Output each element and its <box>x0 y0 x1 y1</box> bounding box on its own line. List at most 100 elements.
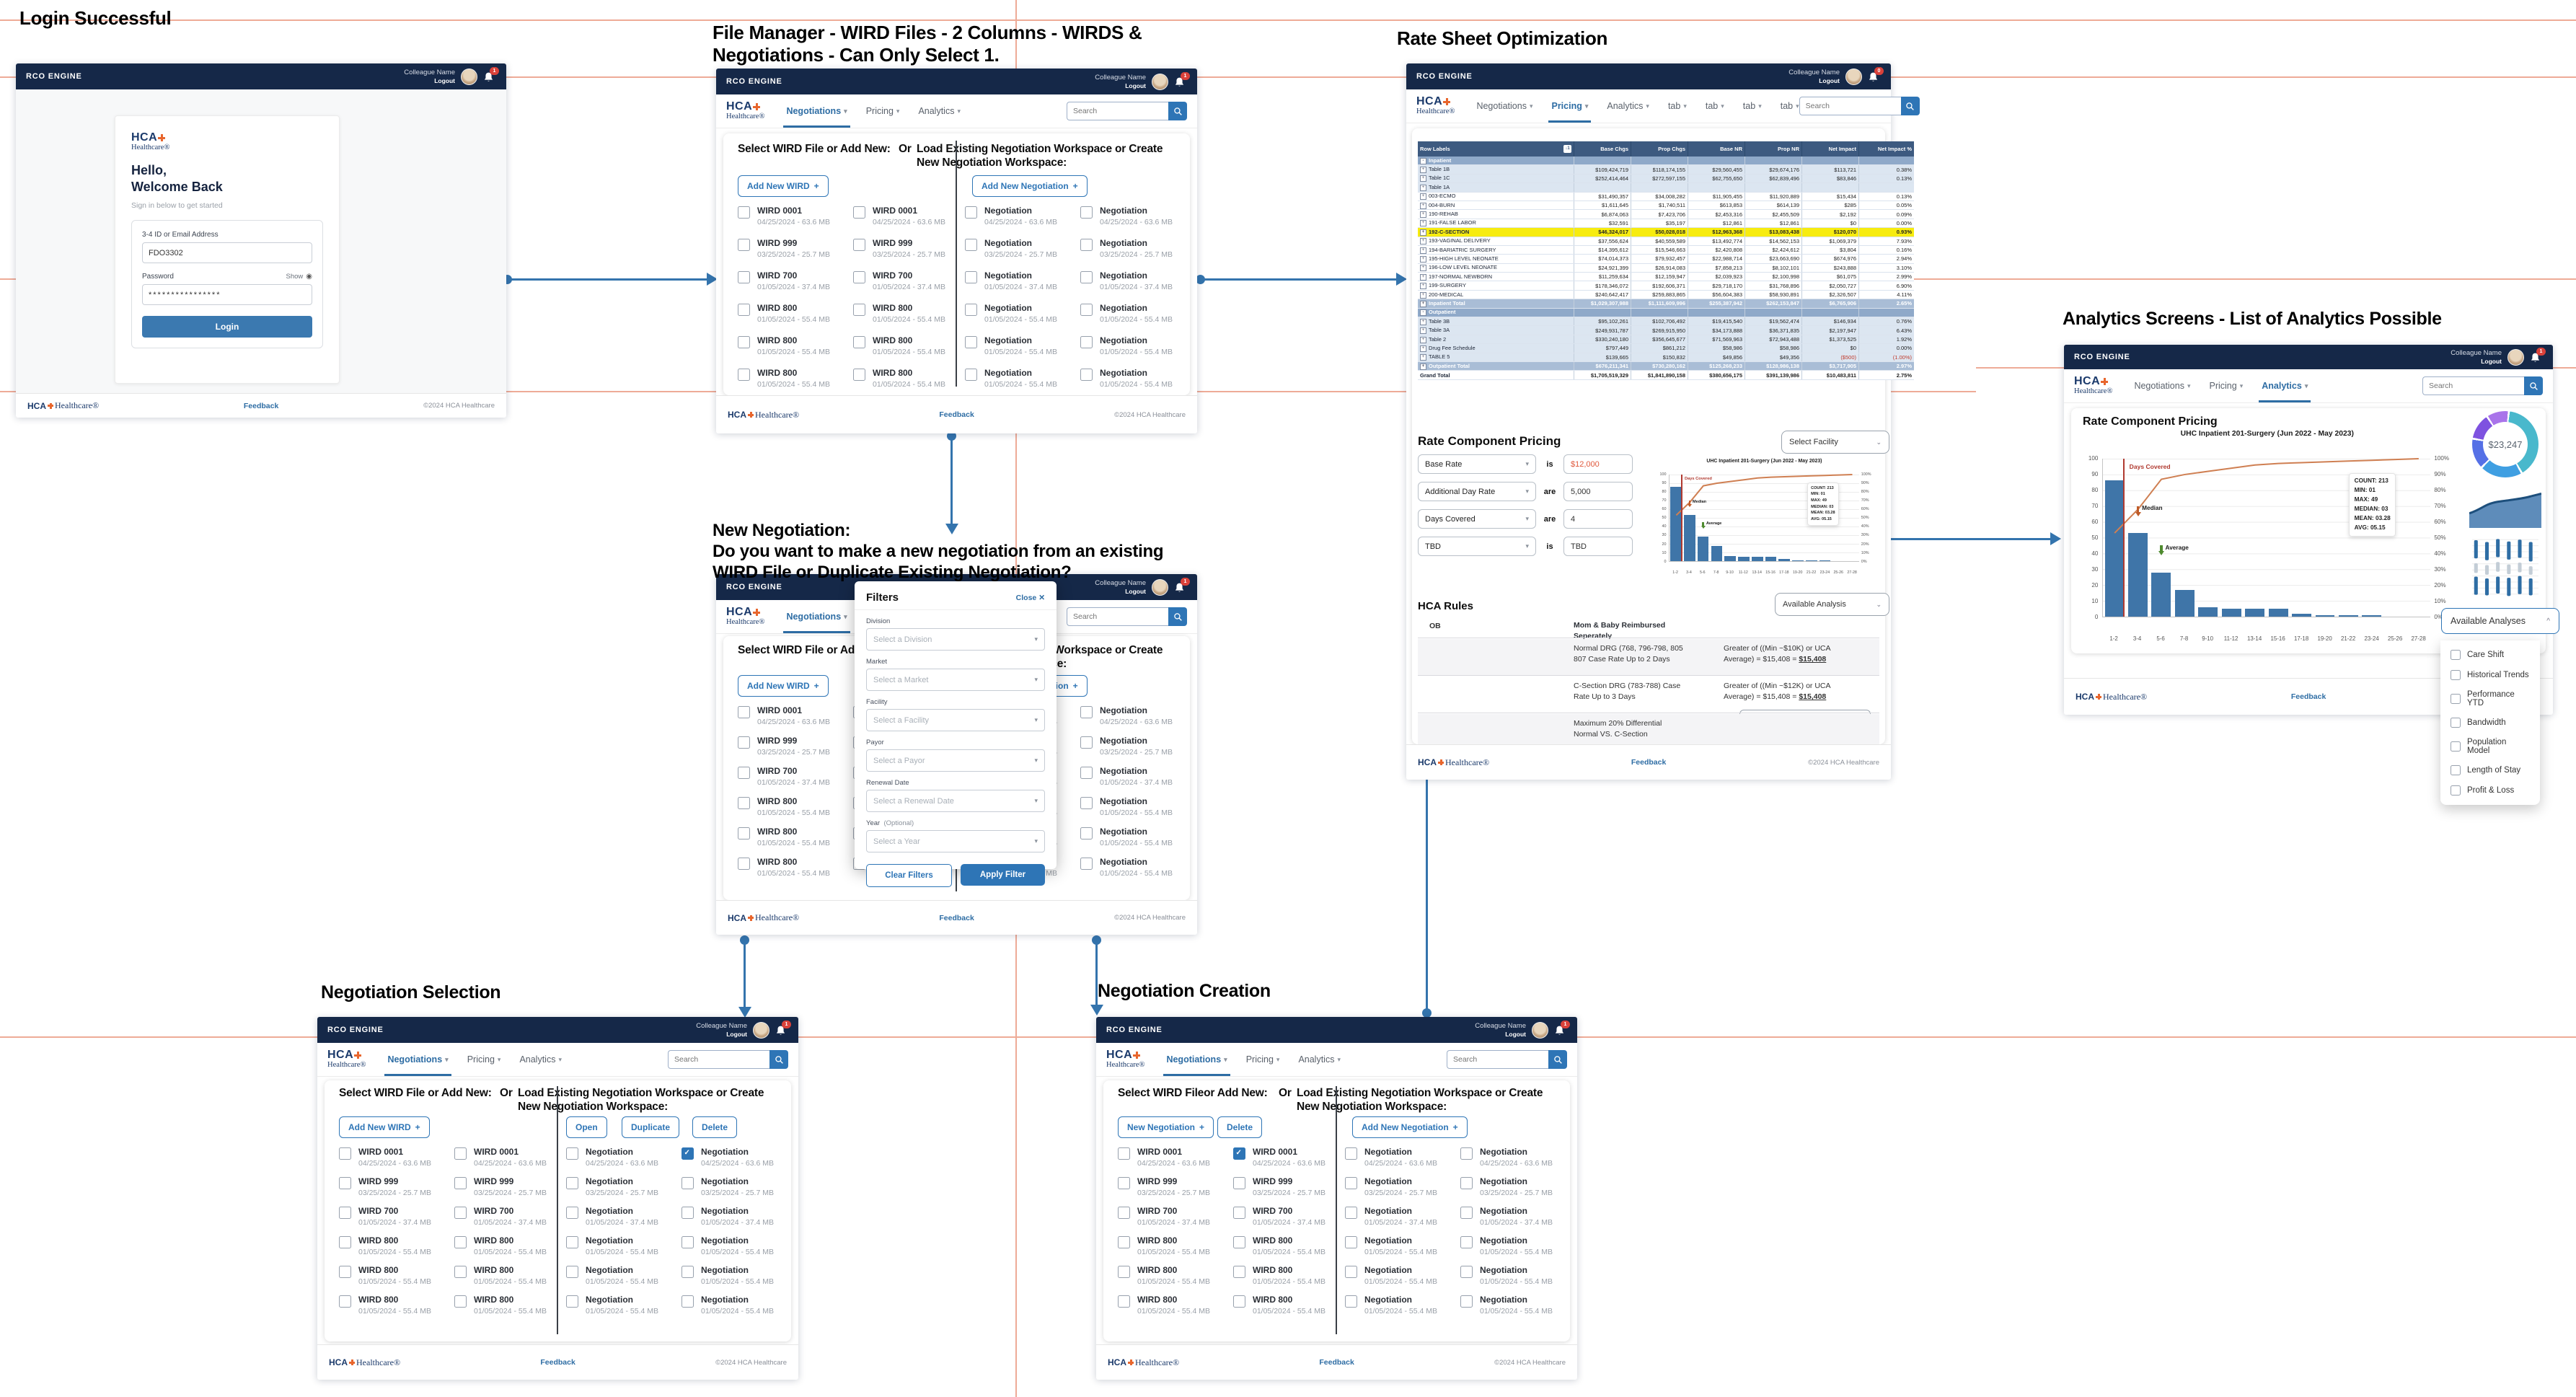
sort-icon[interactable]: ↓1 <box>1563 145 1571 153</box>
negotiation-item[interactable]: Negotiation 03/25/2024 - 25.7 MB <box>682 1176 791 1197</box>
item-checkbox[interactable] <box>454 1295 467 1308</box>
rate-value-input[interactable]: 5,000 <box>1563 482 1633 501</box>
negotiation-item[interactable]: Negotiation 01/05/2024 - 55.4 MB <box>965 303 1075 324</box>
table-row[interactable]: + Table 3B $95,102,261 $102,706,492 $19,415,… <box>1418 317 1914 327</box>
wird-file-item[interactable]: WIRD 800 01/05/2024 - 55.4 MB <box>1118 1295 1227 1316</box>
expand-icon[interactable]: + <box>1420 238 1426 245</box>
wird-file-item[interactable]: WIRD 0001 04/25/2024 - 63.6 MB <box>853 206 963 226</box>
item-checkbox[interactable] <box>738 369 750 381</box>
negotiation-item[interactable]: Negotiation 01/05/2024 - 37.4 MB <box>1080 766 1190 787</box>
expand-icon[interactable]: + <box>1420 318 1426 325</box>
search-button[interactable] <box>2524 376 2543 395</box>
item-checkbox[interactable] <box>682 1207 694 1219</box>
negotiation-item[interactable]: Negotiation 01/05/2024 - 55.4 MB <box>1080 335 1190 356</box>
negotiation-item[interactable]: Negotiation 01/05/2024 - 55.4 MB <box>566 1295 676 1316</box>
add-new-wird-button[interactable]: Add New WIRD + <box>738 175 829 197</box>
item-checkbox[interactable] <box>738 858 750 870</box>
item-checkbox[interactable] <box>566 1295 578 1308</box>
wird-file-item[interactable]: WIRD 800 01/05/2024 - 55.4 MB <box>853 368 963 389</box>
item-checkbox[interactable] <box>1345 1177 1357 1189</box>
avatar[interactable] <box>753 1021 769 1039</box>
wird-file-item[interactable]: WIRD 800 01/05/2024 - 55.4 MB <box>738 303 847 324</box>
item-checkbox[interactable] <box>1233 1266 1245 1278</box>
nav-tab-negotiations[interactable]: Negotiations ▾ <box>1163 1044 1230 1076</box>
item-checkbox[interactable] <box>1233 1177 1245 1189</box>
analysis-option[interactable]: Historical Trends <box>2440 665 2540 685</box>
item-checkbox[interactable] <box>1233 1295 1245 1308</box>
feedback-link[interactable]: Feedback <box>1631 758 1667 767</box>
item-checkbox[interactable] <box>965 336 977 348</box>
wird-file-item[interactable]: WIRD 700 01/05/2024 - 37.4 MB <box>738 766 847 787</box>
nav-tab-negotiations[interactable]: Negotiations ▾ <box>1476 101 1533 111</box>
item-checkbox[interactable] <box>1118 1295 1130 1308</box>
table-row[interactable]: +191-FALSE LABOR $32,591 $35,197 $12,861 $12… <box>1418 219 1914 229</box>
expand-icon[interactable]: - <box>1420 309 1426 317</box>
avatar[interactable] <box>1845 68 1862 85</box>
negotiation-item[interactable]: Negotiation 03/25/2024 - 25.7 MB <box>965 238 1075 259</box>
search-input[interactable] <box>1447 1050 1548 1069</box>
expand-icon[interactable]: + <box>1420 336 1426 343</box>
item-checkbox[interactable] <box>1460 1236 1473 1248</box>
analysis-checkbox[interactable] <box>2451 741 2461 752</box>
item-checkbox[interactable] <box>1080 336 1093 348</box>
negotiation-item[interactable]: Negotiation 01/05/2024 - 37.4 MB <box>566 1206 676 1227</box>
item-checkbox[interactable] <box>1345 1295 1357 1308</box>
feedback-link[interactable]: Feedback <box>540 1358 575 1367</box>
item-checkbox[interactable] <box>1460 1266 1473 1278</box>
nav-tab-negotiations[interactable]: Negotiations ▾ <box>384 1044 451 1076</box>
item-checkbox[interactable] <box>1080 304 1093 316</box>
avatar[interactable] <box>461 68 477 85</box>
nav-tab-analytics[interactable]: Analytics▾ <box>519 1054 562 1065</box>
analysis-option[interactable]: Bandwidth <box>2440 713 2540 733</box>
wird-file-item[interactable]: WIRD 0001 04/25/2024 - 63.6 MB <box>738 705 847 726</box>
item-checkbox[interactable] <box>566 1207 578 1219</box>
table-row[interactable]: - Inpatient <box>1418 157 1914 166</box>
item-checkbox[interactable] <box>965 239 977 251</box>
wird-file-item[interactable]: WIRD 800 01/05/2024 - 55.4 MB <box>454 1265 564 1286</box>
item-checkbox[interactable] <box>738 271 750 283</box>
table-row[interactable]: + Drug Fee Schedule $797,449 $861,212 $58,98… <box>1418 343 1914 353</box>
negotiation-item[interactable]: Negotiation 03/25/2024 - 25.7 MB <box>1460 1176 1570 1197</box>
expand-icon[interactable]: + <box>1420 363 1426 370</box>
item-checkbox[interactable] <box>1345 1207 1357 1219</box>
add-new-wird-button[interactable]: Add New WIRD + <box>738 675 829 697</box>
table-row[interactable]: + Outpatient Total $676,211,341 $730,280,16… <box>1418 361 1914 371</box>
wird-file-item[interactable]: WIRD 0001 04/25/2024 - 63.6 MB <box>738 206 847 226</box>
login-button[interactable]: Login <box>142 316 312 338</box>
wird-file-item[interactable]: WIRD 800 01/05/2024 - 55.4 MB <box>339 1235 449 1256</box>
item-checkbox[interactable] <box>1460 1147 1473 1160</box>
expand-icon[interactable]: + <box>1420 175 1426 182</box>
filter-select[interactable]: Select a Facility ▾ <box>866 709 1045 731</box>
table-row[interactable]: + Table 2 $330,240,180 $356,645,677 $71,569,… <box>1418 335 1914 345</box>
negotiation-item[interactable]: Negotiation 01/05/2024 - 37.4 MB <box>1460 1206 1570 1227</box>
wird-file-item[interactable]: WIRD 800 01/05/2024 - 55.4 MB <box>738 827 847 847</box>
search-input[interactable] <box>2422 376 2524 395</box>
table-row[interactable]: +192-C-SECTION $46,324,017 $50,028,018 $12,… <box>1418 227 1914 237</box>
negotiation-item[interactable]: Negotiation 01/05/2024 - 55.4 MB <box>965 368 1075 389</box>
wird-file-item[interactable]: WIRD 800 01/05/2024 - 55.4 MB <box>853 303 963 324</box>
table-row[interactable]: + TABLE 5 $139,665 $150,832 $49,856 $49,356 ($… <box>1418 353 1914 363</box>
duplicate-button[interactable]: Duplicate <box>622 1116 680 1138</box>
negotiation-item[interactable]: Negotiation 01/05/2024 - 55.4 MB <box>1080 303 1190 324</box>
table-row[interactable]: + Table 1A <box>1418 182 1914 193</box>
item-checkbox[interactable] <box>1118 1207 1130 1219</box>
logout-link[interactable]: Logout <box>2481 357 2502 365</box>
nav-tab-negotiations[interactable]: Negotiations ▾ <box>2134 381 2191 391</box>
feedback-link[interactable]: Feedback <box>939 913 974 922</box>
logout-link[interactable]: Logout <box>1819 76 1840 84</box>
negotiation-item[interactable]: Negotiation 04/25/2024 - 63.6 MB <box>566 1147 676 1168</box>
item-checkbox[interactable] <box>1233 1236 1245 1248</box>
table-row[interactable]: + Table 1B $109,424,719 $118,174,155 $29,560… <box>1418 164 1914 175</box>
wird-file-item[interactable]: WIRD 800 01/05/2024 - 55.4 MB <box>853 335 963 356</box>
wird-file-item[interactable]: WIRD 999 03/25/2024 - 25.7 MB <box>853 238 963 259</box>
avatar[interactable] <box>1152 73 1168 90</box>
negotiation-item[interactable]: Negotiation 03/25/2024 - 25.7 MB <box>1345 1176 1455 1197</box>
table-row[interactable]: +195-HIGH LEVEL NEONATE $74,014,373 $79,93… <box>1418 254 1914 264</box>
item-checkbox[interactable] <box>1345 1147 1357 1160</box>
nav-tab-pricing[interactable]: Pricing▾ <box>1548 90 1592 123</box>
item-checkbox[interactable] <box>339 1147 351 1160</box>
wird-file-item[interactable]: WIRD 0001 04/25/2024 - 63.6 MB <box>1118 1147 1227 1168</box>
add-new-wird-button[interactable]: Add New WIRD + <box>339 1116 430 1138</box>
item-checkbox[interactable] <box>339 1207 351 1219</box>
table-row[interactable]: +197-NORMAL NEWBORN $11,259,634 $12,159,94… <box>1418 272 1914 282</box>
